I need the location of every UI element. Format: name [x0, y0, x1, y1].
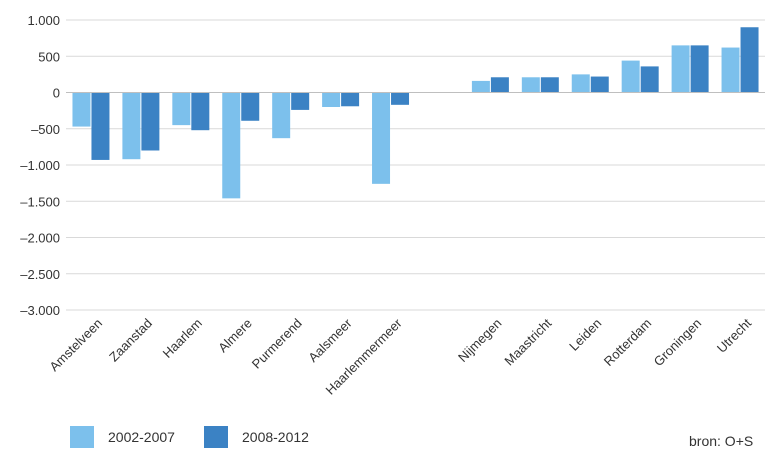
bar-almere-2008-2012: [241, 92, 260, 121]
bar-purmerend-2002-2007: [272, 92, 291, 139]
bar-aalsmeer-2008-2012: [341, 92, 360, 107]
bar-purmerend-2008-2012: [291, 92, 310, 110]
bar-haarlemmermeer-2002-2007: [372, 92, 391, 184]
bar-maastricht-2002-2007: [521, 77, 540, 93]
legend-item-2008-2012: 2008-2012: [204, 426, 309, 448]
legend-swatch-2002-2007: [70, 426, 94, 448]
category-label-haarlem: Haarlem: [160, 316, 205, 361]
bar-almere-2002-2007: [222, 92, 241, 199]
category-label-nijmegen: Nijmegen: [455, 316, 504, 365]
bars: [72, 27, 759, 199]
bar-nijmegen-2008-2012: [490, 77, 509, 93]
bar-leiden-2002-2007: [571, 74, 590, 93]
bar-zaanstad-2008-2012: [141, 92, 160, 151]
bar-haarlem-2002-2007: [172, 92, 191, 126]
legend-item-2002-2007: 2002-2007: [70, 426, 175, 448]
bar-utrecht-2008-2012: [740, 27, 759, 93]
bar-utrecht-2002-2007: [721, 47, 740, 93]
category-label-groningen: Groningen: [651, 316, 705, 370]
category-label-purmerend: Purmerend: [249, 316, 305, 372]
bar-amstelveen-2002-2007: [72, 92, 91, 127]
category-label-leiden: Leiden: [566, 316, 604, 354]
y-tick-label: –1.500: [20, 194, 60, 209]
legend-label-2008-2012: 2008-2012: [242, 429, 309, 445]
category-label-amstelveen: Amstelveen: [46, 316, 105, 375]
y-tick-label: 500: [38, 49, 60, 64]
bar-chart: 1.000 500 0 –500 –1.000 –1.500 –2.000 –2.500 –3.…: [20, 13, 765, 398]
source-note: bron: O+S: [689, 433, 754, 449]
legend-swatch-2008-2012: [204, 426, 228, 448]
y-tick-label: –2.500: [20, 267, 60, 282]
y-tick-label: –3.000: [20, 303, 60, 318]
y-tick-label: 1.000: [27, 13, 60, 28]
category-label-almere: Almere: [215, 316, 255, 356]
x-axis-category-labels: Amstelveen Zaanstad Haarlem AlmerePurmerend…: [46, 315, 754, 398]
bar-groningen-2008-2012: [690, 45, 709, 93]
y-tick-label: –1.000: [20, 158, 60, 173]
bar-nijmegen-2002-2007: [471, 80, 490, 93]
legend-label-2002-2007: 2002-2007: [108, 429, 175, 445]
gridlines: [66, 19, 765, 311]
y-tick-label: –500: [31, 122, 60, 137]
bar-leiden-2008-2012: [590, 76, 609, 93]
category-label-utrecht: Utrecht: [714, 315, 755, 356]
bar-aalsmeer-2002-2007: [322, 92, 341, 107]
bar-rotterdam-2008-2012: [640, 66, 659, 93]
bar-haarlem-2008-2012: [191, 92, 210, 131]
category-label-zaanstad: Zaanstad: [106, 316, 155, 365]
bar-haarlemmermeer-2008-2012: [391, 92, 410, 105]
bar-amstelveen-2008-2012: [91, 92, 110, 160]
y-axis-ticks: 1.000 500 0 –500 –1.000 –1.500 –2.000 –2.500 –3.…: [20, 13, 60, 318]
bar-rotterdam-2002-2007: [621, 60, 640, 93]
y-tick-label: 0: [53, 86, 60, 101]
bar-groningen-2002-2007: [671, 45, 690, 93]
bar-zaanstad-2002-2007: [122, 92, 141, 160]
bar-maastricht-2008-2012: [540, 77, 559, 93]
category-label-maastricht: Maastricht: [501, 315, 554, 368]
category-label-rotterdam: Rotterdam: [601, 316, 655, 370]
category-label-aalsmeer: Aalsmeer: [305, 315, 355, 365]
y-tick-label: –2.000: [20, 231, 60, 246]
